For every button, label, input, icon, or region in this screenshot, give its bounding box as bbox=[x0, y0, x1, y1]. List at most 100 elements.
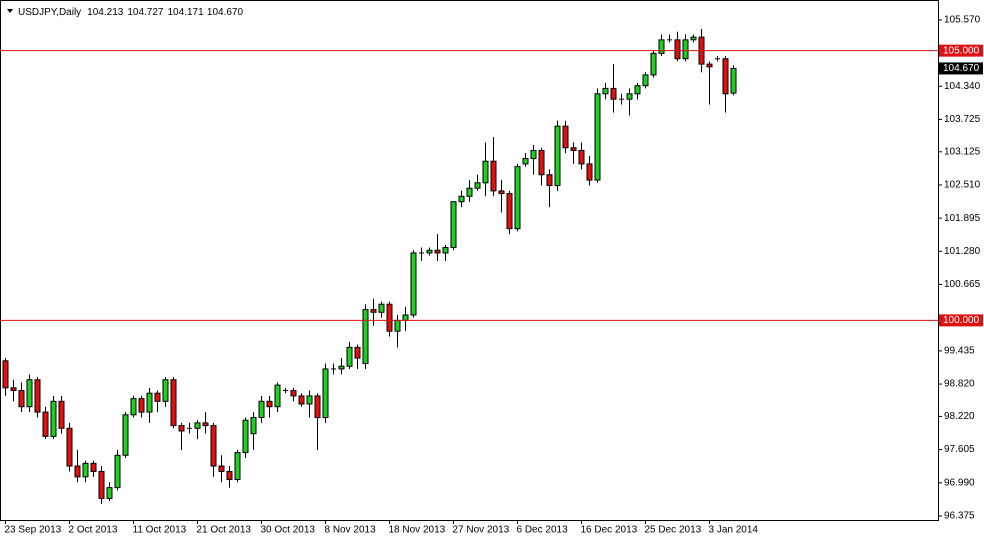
symbol: USDJPY,Daily bbox=[18, 7, 81, 18]
candle-body bbox=[402, 314, 409, 321]
candle-body bbox=[650, 52, 657, 76]
candle-body bbox=[2, 360, 9, 389]
candle-body bbox=[570, 147, 577, 151]
current-price-label: 104.670 bbox=[943, 63, 980, 74]
candle-body bbox=[522, 158, 529, 165]
candle-body bbox=[130, 398, 137, 416]
y-tick-label: 98.220 bbox=[944, 411, 975, 422]
candle-body bbox=[634, 85, 641, 95]
candle-body bbox=[546, 174, 553, 187]
candle-body bbox=[386, 303, 393, 332]
candle-body bbox=[202, 422, 209, 427]
candle-body bbox=[442, 247, 449, 254]
candle-body bbox=[266, 400, 273, 408]
x-tick-label: 16 Dec 2013 bbox=[581, 525, 638, 536]
candle-body bbox=[730, 67, 737, 94]
candle-body bbox=[146, 392, 153, 413]
horizontal-line-label: 105.000 bbox=[943, 45, 980, 56]
current-price-box bbox=[939, 62, 983, 75]
candle-body bbox=[610, 87, 617, 100]
y-tick-label: 104.340 bbox=[944, 81, 981, 92]
candle-body bbox=[474, 182, 481, 189]
candle-body bbox=[586, 163, 593, 181]
candle-body bbox=[554, 125, 561, 187]
candle-body bbox=[218, 465, 225, 472]
candle-body bbox=[458, 195, 465, 203]
x-tick-label: 23 Sep 2013 bbox=[5, 525, 62, 536]
candle-body bbox=[722, 58, 729, 95]
candle-body bbox=[122, 414, 129, 456]
menu-arrow[interactable] bbox=[7, 9, 13, 13]
y-tick-label: 100.665 bbox=[944, 279, 981, 290]
candle-body bbox=[162, 379, 169, 402]
y-tick-label: 96.375 bbox=[944, 511, 975, 522]
y-tick-label: 96.990 bbox=[944, 477, 975, 488]
horizontal-line-box bbox=[939, 314, 983, 327]
candle-body bbox=[42, 411, 49, 437]
candle-body bbox=[154, 392, 161, 402]
candle-body bbox=[314, 395, 321, 418]
candle-body bbox=[338, 365, 345, 370]
candle-body bbox=[26, 379, 33, 408]
open-value: 104.213 bbox=[87, 7, 124, 18]
horizontal-line-label: 100.000 bbox=[943, 315, 980, 326]
high-value: 104.727 bbox=[127, 7, 164, 18]
x-tick-label: 21 Oct 2013 bbox=[197, 525, 252, 536]
candle-body bbox=[322, 368, 329, 418]
candle-body bbox=[250, 416, 257, 435]
candle-body bbox=[674, 39, 681, 60]
y-tick-label: 103.725 bbox=[944, 114, 981, 125]
candle-body bbox=[626, 93, 633, 100]
candle-body bbox=[642, 74, 649, 87]
candle-body bbox=[90, 462, 97, 472]
y-tick-label: 101.280 bbox=[944, 246, 981, 257]
candle-body bbox=[18, 390, 25, 408]
candle-body bbox=[682, 39, 689, 60]
x-tick-label: 30 Oct 2013 bbox=[261, 525, 316, 536]
horizontal-line-box bbox=[939, 44, 983, 57]
candle-body bbox=[298, 395, 305, 405]
x-tick-label: 3 Jan 2014 bbox=[709, 525, 759, 536]
x-tick-label: 6 Dec 2013 bbox=[517, 525, 569, 536]
y-tick-label: 99.435 bbox=[944, 346, 975, 357]
candle-body bbox=[410, 252, 417, 316]
candle-body bbox=[706, 63, 713, 68]
candle-body bbox=[690, 36, 697, 41]
x-tick-label: 2 Oct 2013 bbox=[69, 525, 118, 536]
candle-body bbox=[482, 160, 489, 184]
candle-body bbox=[50, 400, 57, 437]
candle-body bbox=[66, 427, 73, 467]
candle-body bbox=[514, 166, 521, 230]
candle-body bbox=[114, 454, 121, 489]
candle-body bbox=[466, 187, 473, 197]
candle-body bbox=[594, 93, 601, 181]
close-value: 104.670 bbox=[207, 7, 244, 18]
candle-body bbox=[354, 346, 361, 359]
candle-body bbox=[210, 425, 217, 467]
candle-body bbox=[138, 398, 145, 413]
candle-body bbox=[34, 379, 41, 413]
candle-body bbox=[450, 201, 457, 249]
candle-body bbox=[98, 470, 105, 499]
candle-body bbox=[194, 422, 201, 429]
candle-body bbox=[106, 487, 113, 499]
x-tick-label: 27 Nov 2013 bbox=[453, 525, 510, 536]
x-tick-label: 11 Oct 2013 bbox=[133, 525, 187, 536]
y-tick-label: 103.125 bbox=[944, 146, 981, 157]
low-value: 104.171 bbox=[167, 7, 204, 18]
candle-body bbox=[290, 390, 297, 397]
candle-body bbox=[498, 190, 505, 195]
x-tick-label: 8 Nov 2013 bbox=[325, 525, 377, 536]
candle-body bbox=[530, 149, 537, 160]
y-tick-label: 98.820 bbox=[944, 379, 975, 390]
candle-body bbox=[434, 249, 441, 254]
candle-body bbox=[226, 470, 233, 481]
candle-body bbox=[74, 465, 81, 478]
candle-body bbox=[58, 400, 65, 429]
candle-body bbox=[426, 249, 433, 254]
candle-body bbox=[10, 387, 17, 392]
header: USDJPY,Daily 104.213 104.727 104.171 104.670 bbox=[18, 7, 243, 18]
x-tick-label: 25 Dec 2013 bbox=[645, 525, 702, 536]
candle-body bbox=[178, 425, 185, 432]
